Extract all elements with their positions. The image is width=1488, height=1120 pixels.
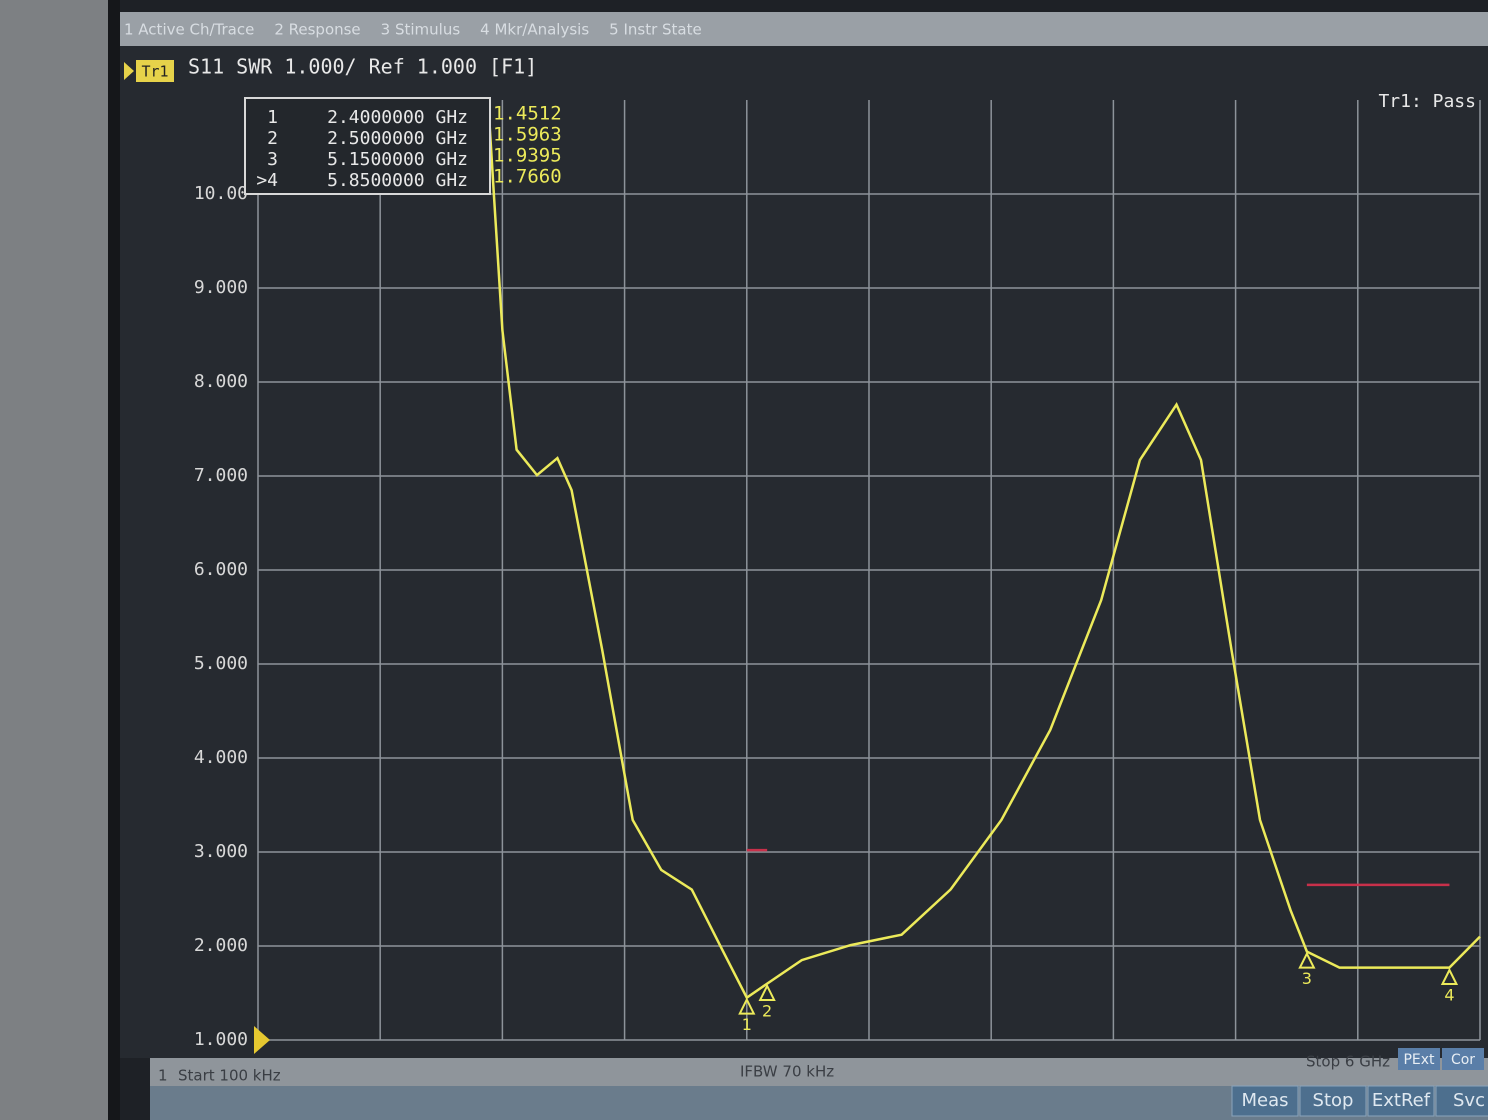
marker-value: 1.4512 [493,103,562,125]
reference-arrow [254,1026,270,1054]
marker-frequency: 5.1500000 GHz [327,149,468,170]
status-bar [150,1058,1488,1086]
marker-index: 1 [267,107,278,128]
marker-value: 1.5963 [493,124,562,146]
softkey-label: ExtRef [1372,1090,1431,1111]
y-tick-label: 8.000 [194,371,248,392]
menu-bar [120,12,1488,46]
softkey-label: Meas [1241,1090,1288,1111]
y-tick-label: 3.000 [194,841,248,862]
marker-value: 1.7660 [493,166,562,188]
softkey-label: Svc [1453,1090,1485,1111]
y-tick-label: 5.000 [194,653,248,674]
badge-box [1398,1048,1440,1070]
trace-tag: Tr1 [141,63,168,81]
marker-triangle [738,997,756,1015]
stop-label: Stop 6 GHz [1306,1053,1390,1071]
marker-number: 4 [1444,985,1454,1004]
y-tick-label: 9.000 [194,277,248,298]
menu-item: 5 Instr State [609,21,702,39]
channel: 1 [158,1067,168,1085]
softkey [1299,1085,1367,1117]
marker-frequency: 2.5000000 GHz [327,128,468,149]
softkey [1367,1085,1435,1117]
marker-index: >4 [256,170,278,191]
bezel-edge [108,0,120,1120]
softkey [1231,1085,1299,1117]
y-tick-label: 4.000 [194,747,248,768]
marker-frequency: 2.4000000 GHz [327,107,468,128]
menu-item: 2 Response [274,21,360,39]
trace-tag-box [136,60,174,82]
marker-triangle [758,983,776,1001]
start-label: Start 100 kHz [178,1067,281,1085]
softkey [1435,1085,1488,1117]
trace-header: S11 SWR 1.000/ Ref 1.000 [F1] [188,55,537,79]
pass-status: Tr1: Pass [1378,91,1476,112]
bezel [0,0,108,1120]
badge: PExt [1403,1052,1435,1068]
badge-box [1442,1048,1484,1070]
active-arrow [124,62,134,80]
y-tick-label: 7.000 [194,465,248,486]
marker-table [244,97,491,195]
marker-triangle [1298,951,1316,969]
marker-index: 3 [267,149,278,170]
marker-number: 2 [762,1001,772,1020]
y-tick-label: 6.000 [194,559,248,580]
y-tick-label: 1.000 [194,1029,248,1050]
badge: Cor [1451,1052,1475,1068]
y-tick-label: 2.000 [194,935,248,956]
marker-value: 1.9395 [493,145,562,167]
marker-number: 1 [742,1015,752,1034]
menu-item: 4 Mkr/Analysis [480,21,589,39]
marker-triangle [1440,967,1459,985]
display [120,46,1488,1058]
trace [486,99,1481,1000]
y-tick-label: 10.00 [194,183,248,204]
marker-frequency: 5.8500000 GHz [327,170,468,191]
marker-index: 2 [267,128,278,149]
ifbw-label: IFBW 70 kHz [740,1063,834,1081]
menu-item: 3 Stimulus [381,21,461,39]
menu-item: 1 Active Ch/Trace [124,21,254,39]
marker-number: 3 [1302,969,1312,988]
softkey-label: Stop [1313,1090,1354,1111]
